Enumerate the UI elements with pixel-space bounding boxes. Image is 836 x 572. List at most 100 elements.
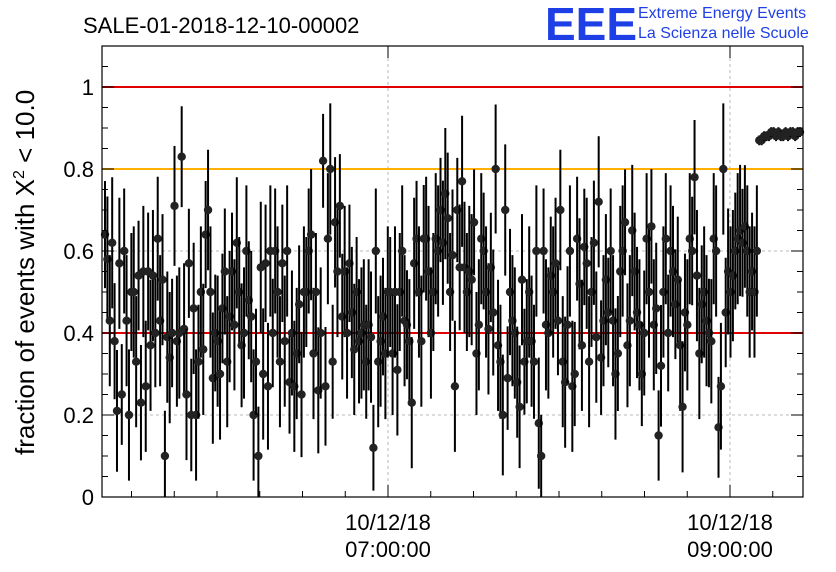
data-point [366, 271, 376, 403]
data-point [716, 322, 726, 450]
data-point [282, 185, 292, 317]
data-point [124, 349, 134, 481]
point-marker [316, 328, 325, 338]
axes [101, 45, 804, 498]
y-tick-label: 0.8 [63, 157, 94, 182]
data-point [263, 322, 273, 450]
data-point [278, 204, 287, 323]
point-marker [474, 320, 484, 329]
data-point [273, 226, 282, 358]
point-marker [282, 246, 292, 256]
point-marker [467, 275, 476, 284]
point-marker [448, 250, 457, 260]
point-marker [151, 328, 160, 338]
point-marker [309, 349, 318, 358]
x-tick-label-time: 07:00:00 [345, 537, 431, 562]
point-marker [230, 320, 239, 329]
point-marker [407, 398, 416, 407]
point-marker [371, 246, 381, 256]
point-marker [577, 341, 587, 350]
logo-mark: EEE [545, 0, 637, 50]
y-axis-label: fraction of events with X2 < 10.0 [10, 90, 40, 455]
data-point [594, 136, 603, 268]
data-point [582, 197, 591, 329]
data-point [203, 149, 213, 271]
data-point [206, 226, 215, 358]
data-point [474, 259, 484, 391]
point-marker [563, 320, 572, 329]
data-point [652, 242, 661, 374]
point-marker [306, 230, 316, 239]
data-point [584, 296, 594, 428]
y-tick-label: 0.6 [63, 239, 94, 264]
data-point [532, 185, 541, 317]
point-marker [275, 357, 285, 366]
data-point [239, 267, 249, 399]
data-point [311, 232, 321, 352]
point-marker [687, 246, 697, 256]
point-marker [551, 259, 560, 268]
point-marker [529, 357, 539, 366]
data-point [115, 197, 124, 329]
data-point [503, 326, 512, 430]
point-marker [124, 410, 134, 420]
data-point [448, 189, 457, 321]
point-marker [752, 246, 762, 256]
point-marker [594, 197, 603, 206]
data-point [350, 283, 359, 415]
point-marker [484, 324, 493, 334]
data-point [316, 267, 325, 399]
point-marker [263, 382, 273, 391]
point-marker [323, 234, 333, 243]
data-point [553, 266, 563, 376]
point-marker [491, 164, 500, 174]
logo-line-1: Extreme Energy Events [638, 5, 806, 22]
data-point [297, 331, 306, 458]
point-marker [515, 402, 524, 411]
data-point [136, 345, 146, 461]
point-marker [136, 398, 146, 407]
data-point [246, 251, 256, 383]
data-point [589, 180, 599, 305]
point-marker [498, 410, 508, 420]
data-point [443, 152, 452, 284]
point-marker [457, 177, 467, 186]
point-marker [503, 373, 512, 383]
data-point [105, 255, 114, 387]
y-tick-label: 0.2 [63, 403, 94, 428]
data-point [707, 279, 716, 404]
point-marker [115, 259, 124, 268]
x-tick-label-date: 10/12/18 [687, 510, 773, 535]
point-marker [117, 390, 126, 399]
data-point [606, 188, 615, 314]
point-marker [711, 246, 721, 256]
point-marker [294, 300, 304, 309]
data-point [687, 196, 697, 306]
data-point [501, 144, 510, 276]
data-point [306, 169, 316, 301]
point-marker [278, 259, 287, 268]
point-marker [321, 382, 330, 391]
point-marker [177, 152, 186, 161]
data-point [184, 208, 194, 318]
data-point [613, 296, 623, 411]
point-marker [582, 259, 591, 268]
point-marker [661, 234, 670, 243]
data-point [112, 350, 122, 472]
data-point [592, 271, 601, 403]
point-marker [707, 337, 716, 346]
point-marker [678, 402, 687, 411]
point-marker [570, 369, 579, 379]
point-marker [393, 365, 402, 375]
data-point [644, 226, 654, 358]
eee-logo: EEE Extreme Energy Events La Scienza nel… [545, 0, 809, 50]
point-marker [683, 320, 692, 329]
data-point [625, 255, 635, 387]
point-marker [536, 451, 546, 461]
point-marker [105, 316, 114, 325]
point-marker [663, 328, 673, 338]
point-marker [148, 271, 158, 280]
data-point [656, 304, 666, 427]
point-marker [206, 287, 215, 297]
point-marker [254, 451, 263, 461]
